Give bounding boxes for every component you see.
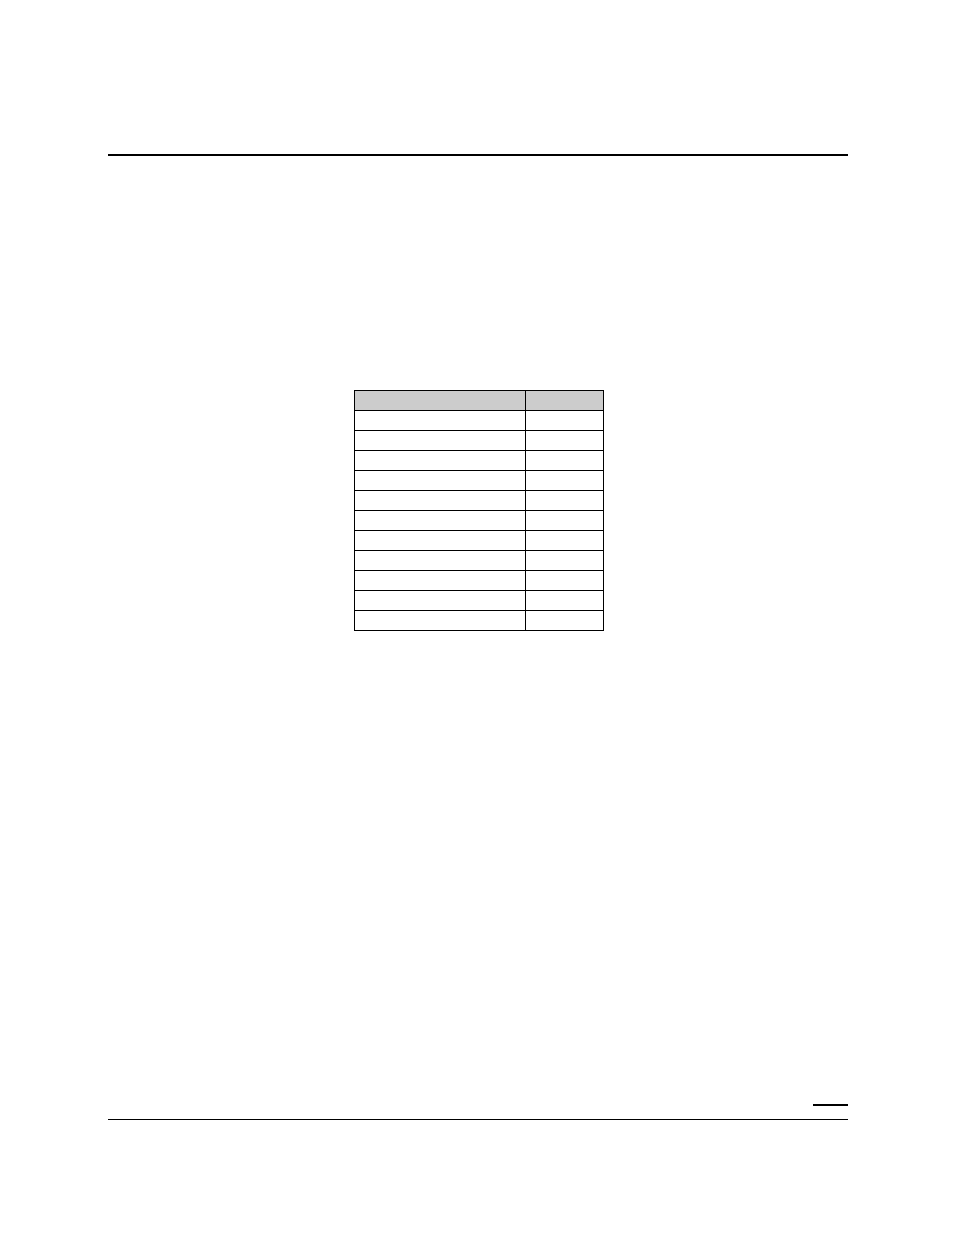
table-header-row (354, 391, 603, 411)
table-cell (354, 511, 525, 531)
table-row (354, 611, 603, 631)
table-row (354, 491, 603, 511)
table-row (354, 431, 603, 451)
table-cell (354, 451, 525, 471)
table-container (354, 390, 603, 631)
table-row (354, 531, 603, 551)
table-cell (525, 431, 603, 451)
table-cell (525, 611, 603, 631)
table-cell (354, 491, 525, 511)
table-row (354, 451, 603, 471)
table-cell (354, 591, 525, 611)
top-rule (108, 154, 848, 156)
page-number-rule (813, 1104, 848, 1106)
table-cell (525, 471, 603, 491)
table-row (354, 471, 603, 491)
table-header-cell (354, 391, 525, 411)
table-cell (525, 551, 603, 571)
table-cell (525, 511, 603, 531)
bottom-rule (108, 1119, 848, 1120)
table-row (354, 511, 603, 531)
table-cell (354, 411, 525, 431)
table-cell (354, 431, 525, 451)
table-cell (354, 471, 525, 491)
table-cell (354, 551, 525, 571)
table-cell (354, 531, 525, 551)
table-row (354, 591, 603, 611)
table-cell (525, 531, 603, 551)
table-cell (525, 491, 603, 511)
page-content (108, 154, 848, 631)
table-cell (354, 611, 525, 631)
data-table (354, 390, 604, 631)
table-cell (354, 571, 525, 591)
table-row (354, 571, 603, 591)
table-row (354, 551, 603, 571)
table-cell (525, 591, 603, 611)
table-row (354, 411, 603, 431)
table-cell (525, 411, 603, 431)
table-cell (525, 451, 603, 471)
table-cell (525, 571, 603, 591)
table-header-cell (525, 391, 603, 411)
